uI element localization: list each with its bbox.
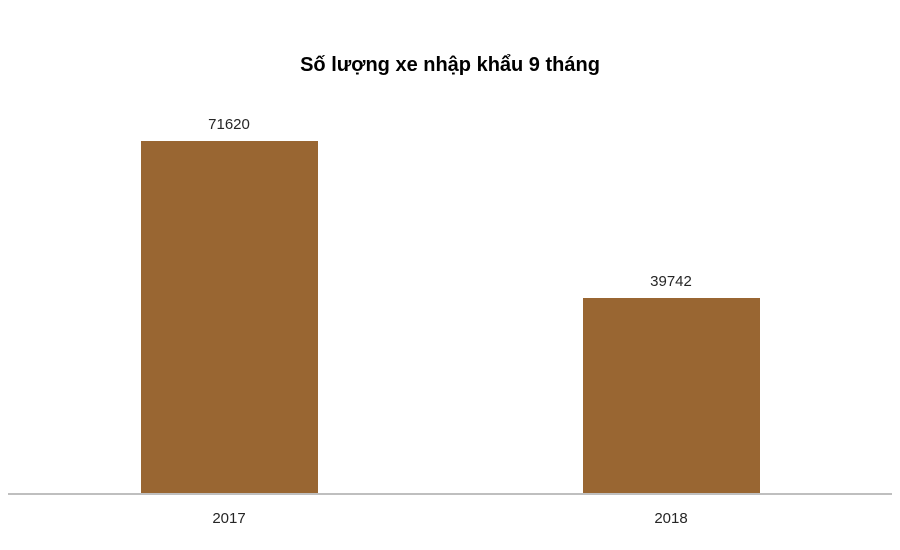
bar-value-label-2018: 39742 bbox=[650, 273, 692, 290]
chart-title: Số lượng xe nhập khẩu 9 tháng bbox=[300, 54, 600, 76]
x-axis-line bbox=[8, 493, 892, 495]
bar-value-label-2017: 71620 bbox=[208, 116, 250, 133]
bar-2017 bbox=[141, 141, 318, 493]
bar-2018 bbox=[583, 298, 760, 493]
x-tick-label-2018: 2018 bbox=[654, 510, 688, 527]
x-tick-label-2017: 2017 bbox=[212, 510, 246, 527]
